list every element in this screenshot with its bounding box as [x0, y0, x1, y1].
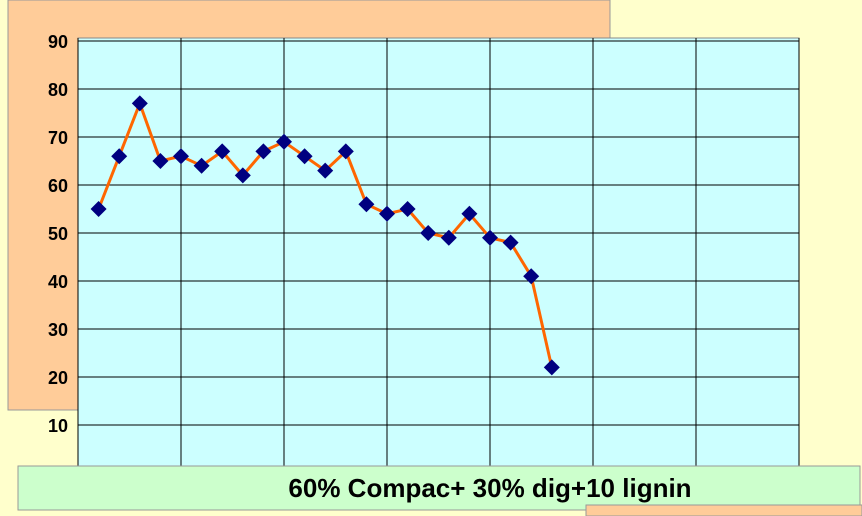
marker	[399, 201, 416, 217]
marker	[276, 133, 292, 150]
y-tick-label: 80	[48, 80, 68, 100]
marker	[502, 234, 519, 251]
plot-background	[77, 37, 800, 474]
marker	[337, 143, 354, 160]
marker	[440, 229, 457, 246]
y-tick-label: 60	[48, 176, 68, 196]
y-tick-label: 50	[48, 224, 68, 244]
marker	[255, 143, 272, 160]
marker	[317, 162, 334, 179]
marker	[543, 359, 560, 376]
marker	[193, 157, 210, 174]
marker	[152, 153, 169, 169]
y-tick-label: 40	[48, 272, 68, 292]
y-tick-label: 70	[48, 128, 68, 148]
marker	[482, 229, 498, 246]
y-tick-label: 90	[48, 32, 68, 52]
marker	[234, 167, 251, 184]
marker	[90, 201, 107, 217]
chart-title: 60% Compac+ 30% dig+10 lignin	[288, 473, 691, 503]
marker	[296, 148, 313, 165]
y-tick-label: 20	[48, 368, 68, 388]
plot-area: 10 20 30 40 50 60 70 80 90	[48, 32, 800, 474]
marker	[173, 148, 189, 165]
marker	[358, 196, 375, 213]
marker	[523, 268, 540, 285]
title-box	[17, 465, 861, 511]
marker	[214, 143, 231, 160]
marker	[111, 148, 128, 165]
marker	[131, 95, 148, 112]
marker	[461, 205, 478, 222]
y-tick-label: 10	[48, 416, 68, 436]
marker	[379, 205, 395, 222]
y-tick-label: 30	[48, 320, 68, 340]
marker	[420, 225, 437, 241]
panel	[585, 504, 862, 516]
